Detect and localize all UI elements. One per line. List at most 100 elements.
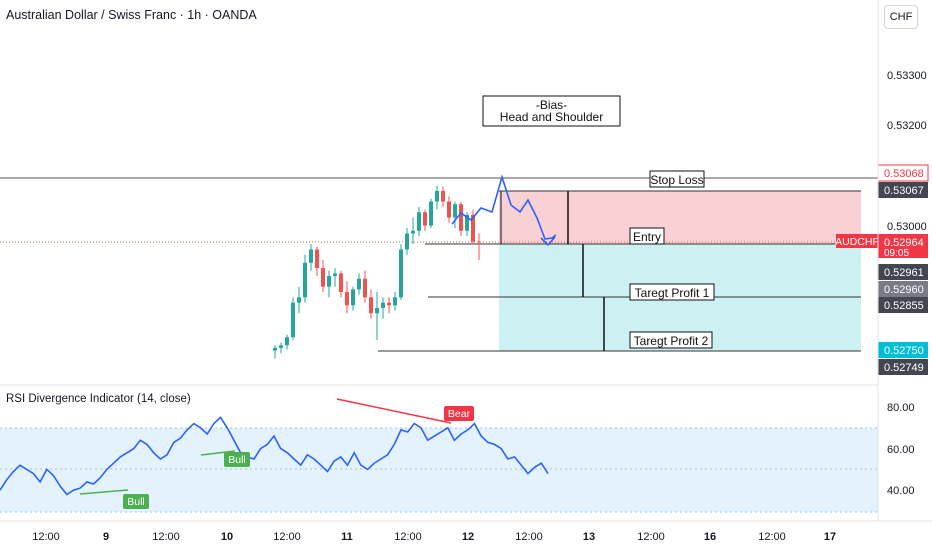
price-tag-bg	[878, 234, 928, 258]
candle-body	[435, 190, 439, 202]
rsi-tick: 80.00	[887, 402, 915, 414]
candle-body	[453, 204, 457, 218]
bull-div-line-2	[200, 450, 236, 456]
price-tick: 0.53200	[887, 120, 927, 132]
price-tag-bg	[878, 281, 928, 297]
candle-body	[339, 273, 343, 293]
time-tick: 16	[704, 531, 716, 543]
candle-body	[363, 278, 367, 298]
candle-body	[459, 204, 463, 231]
price-tag-text: 0.52855	[884, 300, 924, 312]
candle-body	[387, 302, 391, 306]
bias-box: -Bias-Head and Shoulder	[482, 95, 621, 127]
candle-body	[285, 337, 289, 346]
bull-label-1-bg	[123, 494, 149, 509]
bias-box-text: -Bias-	[536, 98, 567, 112]
symbol-tag-bg	[836, 234, 878, 248]
candle-body	[381, 302, 385, 308]
candle-body	[345, 292, 349, 306]
stop-loss-label: Stop Loss	[649, 170, 705, 188]
candle-body	[297, 297, 301, 303]
time-tick: 12:00	[758, 531, 786, 543]
bear-label-text: Bear	[448, 408, 471, 420]
candle-body	[327, 276, 331, 287]
entry-label: Entry	[629, 227, 665, 245]
tp2-label-text: Taregt Profit 2	[634, 334, 709, 348]
currency-button[interactable]: CHF	[884, 5, 918, 29]
price-tag-bg	[878, 264, 928, 280]
candle-body	[369, 297, 373, 314]
candles	[273, 185, 481, 359]
pattern-arrow	[540, 236, 556, 247]
time-tick: 17	[824, 531, 836, 543]
bias-box-text: Head and Shoulder	[500, 110, 603, 124]
bear-div-line	[336, 398, 452, 424]
candle-body	[309, 249, 313, 263]
bull-label-1: Bull	[123, 494, 149, 509]
time-tick: 12:00	[32, 531, 60, 543]
bull-label-2-text: Bull	[228, 454, 246, 466]
tp1-label-frame	[629, 283, 715, 301]
candle-body	[477, 241, 481, 243]
tp2-label: Taregt Profit 2	[629, 331, 713, 349]
candle-body	[399, 249, 403, 298]
candle-body	[447, 201, 451, 218]
bull-label-2: Bull	[224, 452, 250, 467]
candle-body	[465, 214, 469, 231]
price-tag-bg	[878, 182, 928, 198]
candle-body	[411, 230, 415, 234]
bear-label-bg	[444, 406, 474, 421]
price-tag: 0.52855	[878, 297, 928, 313]
rsi-tick: 40.00	[887, 485, 915, 497]
price-tag-text: 0.52749	[884, 362, 924, 374]
price-tag: 0.52960	[878, 281, 928, 297]
price-tag: 0.52961	[878, 264, 928, 280]
bull-label-2-bg	[224, 452, 250, 467]
time-tick: 12:00	[273, 531, 301, 543]
candle-body	[273, 347, 277, 351]
candle-body	[375, 307, 379, 314]
candle-body	[333, 273, 337, 277]
stop-loss-label-frame	[649, 170, 705, 188]
time-tick: 12:00	[152, 531, 180, 543]
candle-body	[357, 278, 361, 290]
symbol-tag-text: AUDCHF	[835, 236, 879, 248]
candle-body	[471, 214, 475, 242]
rsi-tick: 60.00	[887, 444, 915, 456]
price-tag-bg	[878, 359, 928, 375]
bull-div-line-1	[79, 489, 129, 495]
time-tick: 12:00	[515, 531, 543, 543]
price-tag: 0.53068	[877, 164, 929, 182]
candle-body	[279, 345, 283, 348]
price-tag: 0.53067	[878, 182, 928, 198]
tp1-label-text: Taregt Profit 1	[635, 286, 710, 300]
price-tag-bg	[878, 342, 928, 358]
time-tick: 11	[341, 531, 353, 543]
stop-loss-label-text: Stop Loss	[650, 173, 703, 187]
tp1-label: Taregt Profit 1	[629, 283, 715, 301]
price-tag-text: 0.52960	[884, 284, 924, 296]
bull-label-1-text: Bull	[127, 496, 145, 508]
candle-body	[291, 302, 295, 338]
price-tick: 0.53300	[887, 70, 927, 82]
candle-body	[321, 268, 325, 287]
candle-body	[441, 190, 445, 202]
time-tick: 12	[462, 531, 474, 543]
time-tick: 12:00	[394, 531, 422, 543]
price-tag-text: 0.52750	[884, 345, 924, 357]
candle-body	[423, 212, 427, 226]
candle-body	[315, 249, 319, 269]
price-tag: 0.52750	[878, 342, 928, 358]
candle-body	[405, 233, 409, 250]
price-tag-text: 0.53067	[884, 185, 924, 197]
bear-label: Bear	[444, 406, 474, 421]
pattern-line	[451, 174, 557, 240]
candle-body	[303, 262, 307, 298]
price-tag-text: 0.52961	[884, 267, 924, 279]
chart-title: Australian Dollar / Swiss Franc · 1h · O…	[6, 8, 257, 22]
candle-body	[429, 201, 433, 226]
time-tick: 9	[103, 531, 109, 543]
tp2-label-frame	[629, 331, 713, 349]
